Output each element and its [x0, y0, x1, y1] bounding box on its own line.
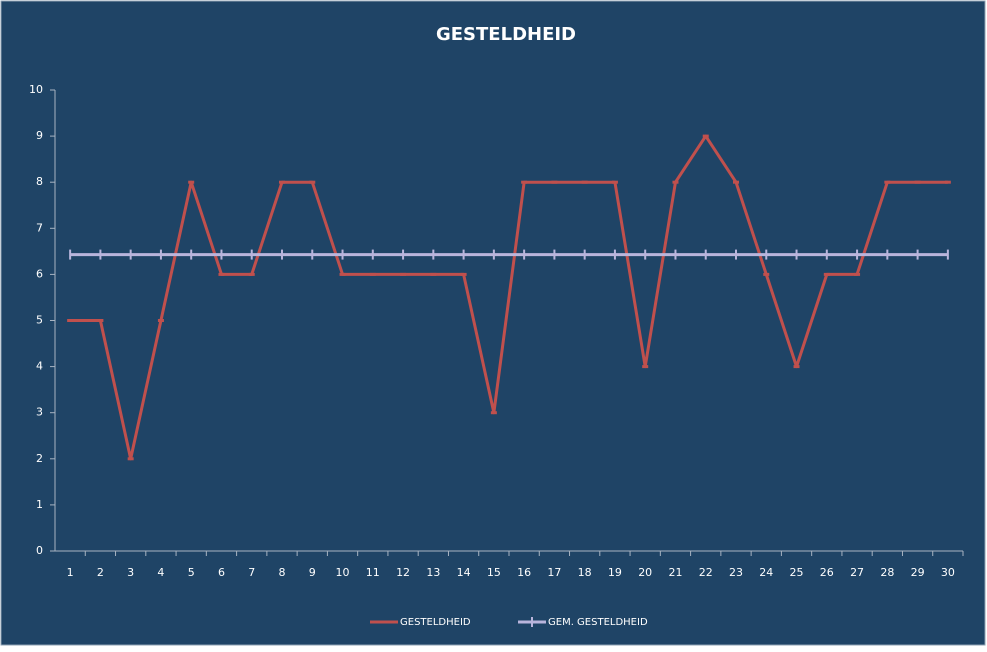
x-tick-label: 29	[911, 566, 925, 579]
x-tick-label: 10	[336, 566, 350, 579]
y-tick-label: 8	[36, 175, 43, 188]
x-tick-label: 20	[638, 566, 652, 579]
x-tick-label: 26	[820, 566, 834, 579]
x-tick-label: 23	[729, 566, 743, 579]
y-tick-label: 3	[36, 406, 43, 419]
x-tick-label: 6	[218, 566, 225, 579]
y-tick-label: 2	[36, 452, 43, 465]
y-tick-label: 10	[29, 83, 43, 96]
x-tick-label: 4	[157, 566, 164, 579]
x-tick-label: 19	[608, 566, 622, 579]
x-tick-label: 28	[880, 566, 894, 579]
x-tick-label: 5	[188, 566, 195, 579]
x-tick-label: 14	[457, 566, 471, 579]
x-tick-label: 12	[396, 566, 410, 579]
y-tick-label: 4	[36, 360, 43, 373]
x-tick-label: 24	[759, 566, 773, 579]
y-tick-label: 5	[36, 314, 43, 327]
x-tick-label: 1	[67, 566, 74, 579]
legend-label: GESTELDHEID	[400, 617, 471, 628]
x-tick-label: 7	[248, 566, 255, 579]
x-tick-label: 30	[941, 566, 955, 579]
x-tick-label: 16	[517, 566, 531, 579]
x-tick-label: 18	[578, 566, 592, 579]
x-tick-label: 27	[850, 566, 864, 579]
x-tick-label: 11	[366, 566, 380, 579]
x-tick-label: 3	[127, 566, 134, 579]
legend-label: GEM. GESTELDHEID	[548, 617, 648, 628]
x-tick-label: 25	[790, 566, 804, 579]
y-tick-label: 0	[36, 544, 43, 557]
chart-title: GESTELDHEID	[436, 24, 576, 45]
x-tick-label: 21	[668, 566, 682, 579]
y-tick-label: 7	[36, 221, 43, 234]
x-tick-label: 8	[279, 566, 286, 579]
x-tick-label: 13	[426, 566, 440, 579]
x-tick-label: 9	[309, 566, 316, 579]
x-tick-label: 17	[547, 566, 561, 579]
y-tick-label: 6	[36, 267, 43, 280]
y-tick-label: 9	[36, 129, 43, 142]
x-tick-label: 15	[487, 566, 501, 579]
x-tick-label: 2	[97, 566, 104, 579]
y-tick-label: 1	[36, 498, 43, 511]
x-tick-label: 22	[699, 566, 713, 579]
series-line	[70, 134, 948, 461]
